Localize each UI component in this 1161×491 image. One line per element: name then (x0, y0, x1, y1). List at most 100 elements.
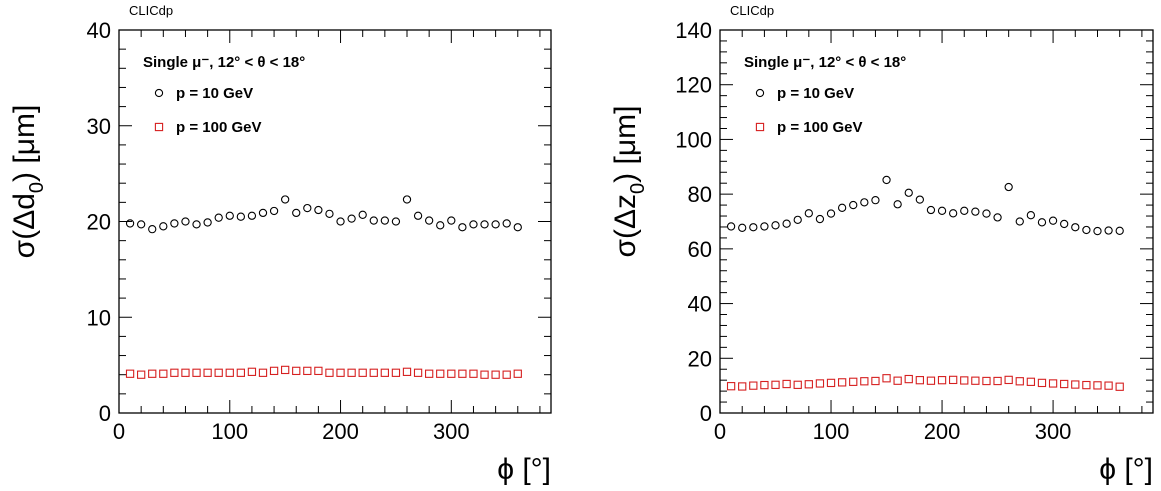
data-point-square (391, 368, 401, 377)
data-point-square (303, 366, 312, 376)
data-point-square (771, 380, 780, 389)
y-axis-title: σ(Δz0) [μm] (609, 106, 649, 258)
data-point-circle (993, 213, 1002, 222)
series-2 (125, 365, 522, 379)
data-point-square (402, 367, 412, 376)
data-point-square (993, 376, 1002, 386)
legend-marker-circle (755, 88, 765, 98)
data-point-circle (159, 222, 168, 231)
legend-label: p = 10 GeV (777, 85, 854, 102)
y-tick-label: 40 (87, 18, 111, 43)
x-axis-title: ϕ [°] (497, 453, 551, 486)
data-point-circle (413, 211, 423, 220)
data-point-circle (170, 219, 179, 228)
legend-marker-square (755, 122, 765, 132)
data-point-circle (214, 213, 223, 222)
data-point-square (1004, 375, 1013, 385)
data-point-circle (1082, 225, 1091, 235)
data-point-circle (225, 211, 234, 220)
x-tick-label: 100 (813, 419, 850, 444)
data-point-square (793, 380, 802, 389)
legend-marker-square (154, 122, 164, 132)
data-point-square (125, 369, 135, 378)
data-point-circle (148, 225, 157, 234)
data-point-square (469, 369, 478, 378)
data-point-square (904, 374, 913, 384)
data-point-square (860, 377, 869, 386)
y-tick-label: 40 (688, 292, 712, 317)
data-point-circle (1093, 226, 1102, 236)
data-point-square (314, 366, 323, 376)
data-point-circle (303, 203, 312, 213)
data-point-circle (236, 212, 245, 221)
data-point-square (159, 369, 168, 378)
data-point-circle (804, 209, 813, 218)
data-point-circle (402, 195, 412, 204)
data-point-square (170, 368, 179, 377)
data-point-circle (369, 216, 378, 225)
data-point-circle (125, 219, 135, 228)
data-point-circle (491, 220, 500, 229)
y-tick-label: 10 (87, 305, 111, 330)
data-point-square (325, 368, 334, 377)
data-point-square (982, 376, 991, 386)
plot-frame (719, 29, 1154, 414)
data-point-circle (391, 217, 401, 226)
data-point-circle (181, 217, 190, 226)
x-tick-label: 0 (113, 419, 125, 444)
y-tick-label: 20 (688, 346, 712, 371)
data-point-square (480, 370, 489, 379)
data-point-circle (915, 195, 924, 204)
data-point-square (413, 368, 423, 377)
data-point-square (513, 369, 522, 378)
data-point-square (1026, 377, 1036, 386)
legend-label: p = 100 GeV (176, 119, 261, 136)
data-point-circle (137, 220, 146, 229)
data-point-square (258, 368, 268, 377)
data-point-circle (380, 216, 389, 225)
data-point-square (1060, 379, 1069, 389)
data-point-square (1093, 381, 1102, 390)
data-point-circle (893, 200, 902, 209)
y-tick-label: 80 (688, 182, 712, 207)
data-point-square (915, 376, 924, 385)
data-point-circle (960, 206, 969, 215)
data-point-square (726, 382, 736, 391)
data-point-square (269, 366, 279, 376)
data-point-square (225, 368, 234, 377)
data-point-square (214, 368, 223, 377)
data-point-circle (292, 208, 301, 218)
x-tick-label: 200 (322, 419, 359, 444)
data-point-circle (937, 206, 947, 215)
data-point-circle (425, 216, 434, 225)
data-point-circle (458, 223, 467, 232)
data-point-circle (314, 205, 323, 215)
data-point-circle (1048, 216, 1058, 225)
legend-label: p = 100 GeV (777, 119, 862, 136)
x-tick-label: 0 (714, 419, 726, 444)
x-tick-label: 100 (211, 419, 248, 444)
data-point-square (815, 379, 825, 388)
data-point-circle (513, 223, 522, 232)
data-point-square (782, 379, 791, 389)
data-point-square (971, 376, 980, 385)
data-point-circle (1026, 211, 1036, 220)
y-tick-label: 120 (675, 73, 712, 98)
data-point-square (247, 367, 257, 376)
data-point-square (1115, 382, 1124, 391)
data-point-square (236, 368, 245, 377)
plot-title: Single μ⁻, 12° < θ < 18° (744, 54, 906, 71)
data-point-square (502, 370, 511, 379)
data-point-square (369, 368, 378, 377)
data-point-square (1071, 380, 1080, 389)
data-point-circle (269, 206, 279, 216)
legend-marker-circle (154, 88, 164, 98)
data-point-circle (336, 217, 345, 226)
data-point-square (849, 377, 858, 386)
data-point-circle (760, 222, 769, 231)
data-point-circle (837, 203, 847, 212)
y-tick-label: 30 (87, 114, 111, 139)
data-point-circle (771, 221, 780, 230)
x-axis-title: ϕ [°] (1099, 453, 1153, 486)
data-point-circle (849, 200, 858, 210)
